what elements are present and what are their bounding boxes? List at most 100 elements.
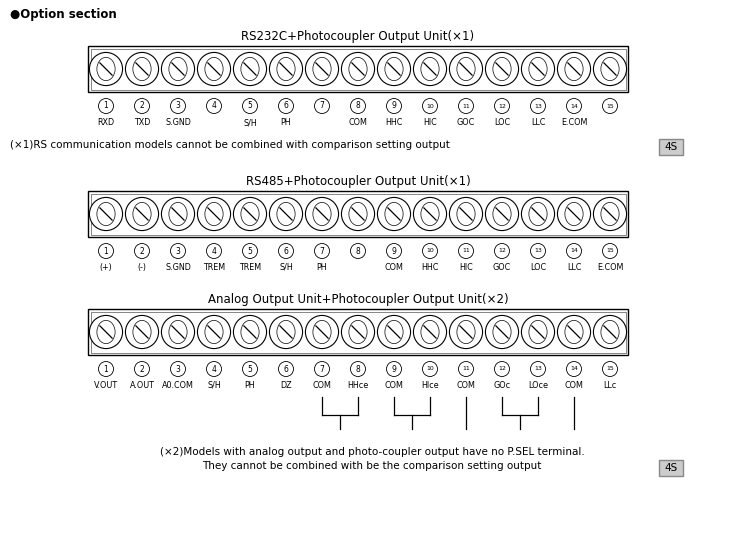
Text: 15: 15 <box>606 249 614 254</box>
Circle shape <box>603 362 618 376</box>
Text: A0.COM: A0.COM <box>162 381 194 390</box>
Circle shape <box>197 198 230 231</box>
Text: They cannot be combined with be the comparison setting output: They cannot be combined with be the comp… <box>203 461 542 471</box>
Circle shape <box>594 198 627 231</box>
Circle shape <box>305 315 338 348</box>
Ellipse shape <box>529 320 547 344</box>
Text: E.COM: E.COM <box>597 263 623 272</box>
Text: 14: 14 <box>570 104 578 109</box>
Text: 10: 10 <box>426 366 434 371</box>
Circle shape <box>449 315 483 348</box>
Circle shape <box>233 198 267 231</box>
Text: (×2)Models with analog output and photo-coupler output have no P.SEL terminal.: (×2)Models with analog output and photo-… <box>159 447 584 457</box>
Bar <box>88 46 628 92</box>
Text: S/H: S/H <box>207 381 221 390</box>
Circle shape <box>530 362 545 376</box>
Circle shape <box>458 244 474 259</box>
Circle shape <box>279 244 294 259</box>
Text: GOC: GOC <box>457 118 475 127</box>
Text: 12: 12 <box>498 104 506 109</box>
Text: 6: 6 <box>284 246 288 255</box>
Text: HHC: HHC <box>385 118 403 127</box>
Text: 12: 12 <box>498 366 506 371</box>
Text: S/H: S/H <box>243 118 257 127</box>
Circle shape <box>171 362 186 376</box>
Circle shape <box>530 99 545 114</box>
Text: TREM: TREM <box>203 263 225 272</box>
Text: HIce: HIce <box>421 381 439 390</box>
Circle shape <box>314 362 329 376</box>
Ellipse shape <box>529 58 547 81</box>
Circle shape <box>387 99 402 114</box>
Circle shape <box>98 99 113 114</box>
Text: 4: 4 <box>212 365 217 374</box>
Circle shape <box>233 53 267 86</box>
Ellipse shape <box>205 320 223 344</box>
Circle shape <box>89 53 123 86</box>
Text: 5: 5 <box>247 101 253 110</box>
Circle shape <box>270 198 302 231</box>
Text: 13: 13 <box>534 104 542 109</box>
Circle shape <box>314 99 329 114</box>
Circle shape <box>125 53 159 86</box>
Text: 4S: 4S <box>665 463 678 473</box>
Ellipse shape <box>349 320 367 344</box>
Text: 15: 15 <box>606 366 614 371</box>
Text: GOC: GOC <box>493 263 511 272</box>
Circle shape <box>387 244 402 259</box>
Ellipse shape <box>133 58 151 81</box>
Text: 14: 14 <box>570 366 578 371</box>
Text: COM: COM <box>565 381 583 390</box>
Circle shape <box>270 315 302 348</box>
Text: 1: 1 <box>104 101 108 110</box>
Circle shape <box>458 99 474 114</box>
Circle shape <box>566 99 582 114</box>
Ellipse shape <box>241 58 259 81</box>
Text: COM: COM <box>313 381 332 390</box>
Text: 15: 15 <box>606 104 614 109</box>
Circle shape <box>387 362 402 376</box>
Circle shape <box>341 315 375 348</box>
Ellipse shape <box>565 202 583 226</box>
Circle shape <box>566 362 582 376</box>
Ellipse shape <box>313 202 331 226</box>
Text: COM: COM <box>384 263 404 272</box>
Text: 13: 13 <box>534 249 542 254</box>
Text: 10: 10 <box>426 104 434 109</box>
Circle shape <box>314 244 329 259</box>
Text: LOC: LOC <box>494 118 510 127</box>
Text: RS485+Photocoupler Output Unit(×1): RS485+Photocoupler Output Unit(×1) <box>246 175 470 188</box>
Text: RXD: RXD <box>98 118 115 127</box>
Text: 2: 2 <box>139 365 145 374</box>
Text: A.OUT: A.OUT <box>130 381 154 390</box>
Ellipse shape <box>385 320 403 344</box>
Circle shape <box>422 244 437 259</box>
Text: 6: 6 <box>284 101 288 110</box>
Text: RS232C+Photocoupler Output Unit(×1): RS232C+Photocoupler Output Unit(×1) <box>241 30 475 43</box>
Circle shape <box>495 362 510 376</box>
Text: S/H: S/H <box>279 263 293 272</box>
Circle shape <box>413 53 446 86</box>
Circle shape <box>89 315 123 348</box>
Ellipse shape <box>169 320 187 344</box>
Ellipse shape <box>133 320 151 344</box>
Ellipse shape <box>421 320 439 344</box>
Circle shape <box>594 315 627 348</box>
Text: HHC: HHC <box>422 263 439 272</box>
Circle shape <box>98 362 113 376</box>
Ellipse shape <box>457 58 475 81</box>
Circle shape <box>341 198 375 231</box>
Bar <box>88 191 628 237</box>
Circle shape <box>197 315 230 348</box>
Circle shape <box>350 244 366 259</box>
Ellipse shape <box>565 58 583 81</box>
Circle shape <box>557 198 591 231</box>
Text: 4: 4 <box>212 246 217 255</box>
Circle shape <box>206 99 221 114</box>
Text: COM: COM <box>384 381 404 390</box>
Ellipse shape <box>493 202 511 226</box>
Circle shape <box>422 99 437 114</box>
Circle shape <box>162 315 194 348</box>
Ellipse shape <box>277 202 295 226</box>
Text: 8: 8 <box>355 365 361 374</box>
